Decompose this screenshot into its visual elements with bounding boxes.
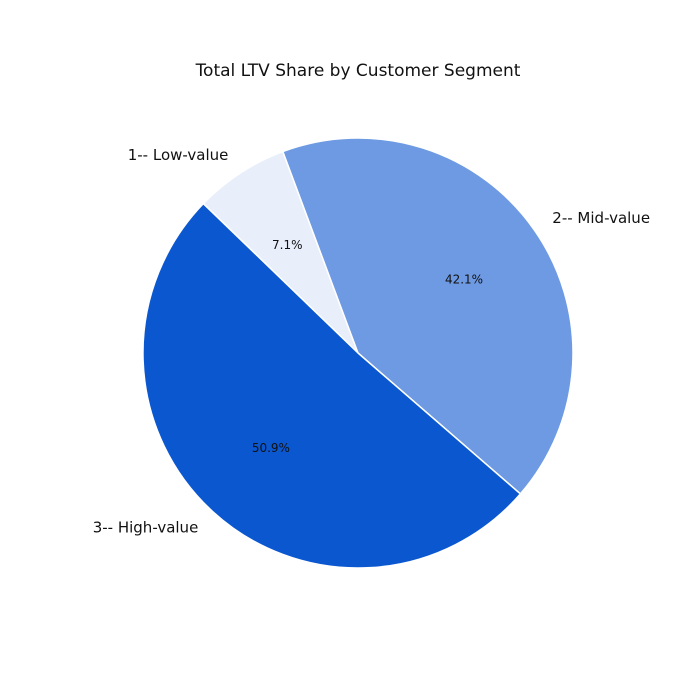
chart-title: Total LTV Share by Customer Segment xyxy=(195,61,521,81)
pie-slice-3-percent: 50.9% xyxy=(252,441,290,455)
pie-slice-2 xyxy=(281,137,574,495)
pie-slice-3-label: 3-- High-value xyxy=(93,518,199,536)
pie-slice-2-percent: 42.1% xyxy=(445,272,483,286)
pie-slice-1-percent: 7.1% xyxy=(272,238,303,252)
pie-slice-2-label: 2-- Mid-value xyxy=(552,209,650,227)
pie-slice-1-label: 1-- Low-value xyxy=(128,146,229,164)
pie-labels: 7.1% 1-- Low-value 42.1% 2-- Mid-value 50.9%… xyxy=(93,146,650,536)
pie-slices xyxy=(142,137,574,569)
pie-slice-3 xyxy=(142,202,522,569)
